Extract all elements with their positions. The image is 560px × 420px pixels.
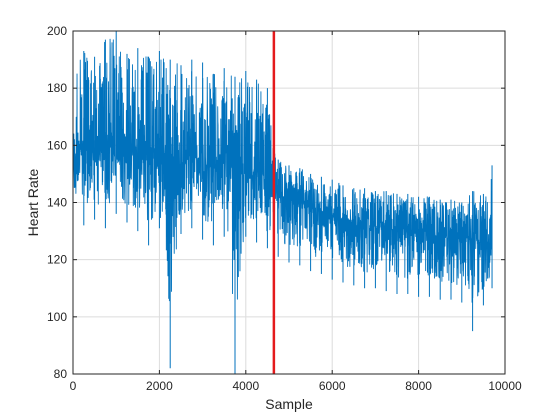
x-axis-label: Sample (265, 396, 313, 412)
plot-area (72, 31, 493, 374)
axis-ticks: 0 2000 4000 6000 8000 10000 80 100 120 140 160 180 2… (47, 24, 522, 393)
x-tick-label: 6000 (319, 379, 346, 393)
y-tick-label: 80 (54, 367, 68, 381)
x-tick-label: 0 (70, 379, 77, 393)
y-tick-label: 200 (47, 24, 67, 38)
y-tick-label: 100 (47, 310, 67, 324)
y-tick-label: 160 (47, 138, 67, 152)
x-tick-label: 8000 (405, 379, 432, 393)
x-tick-label: 4000 (232, 379, 259, 393)
y-axis-label: Heart Rate (25, 168, 41, 236)
x-tick-label: 10000 (488, 379, 522, 393)
y-tick-label: 180 (47, 81, 67, 95)
x-tick-label: 2000 (146, 379, 173, 393)
y-tick-label: 120 (47, 253, 67, 267)
y-tick-label: 140 (47, 196, 67, 210)
heart-rate-series-line (72, 38, 493, 303)
